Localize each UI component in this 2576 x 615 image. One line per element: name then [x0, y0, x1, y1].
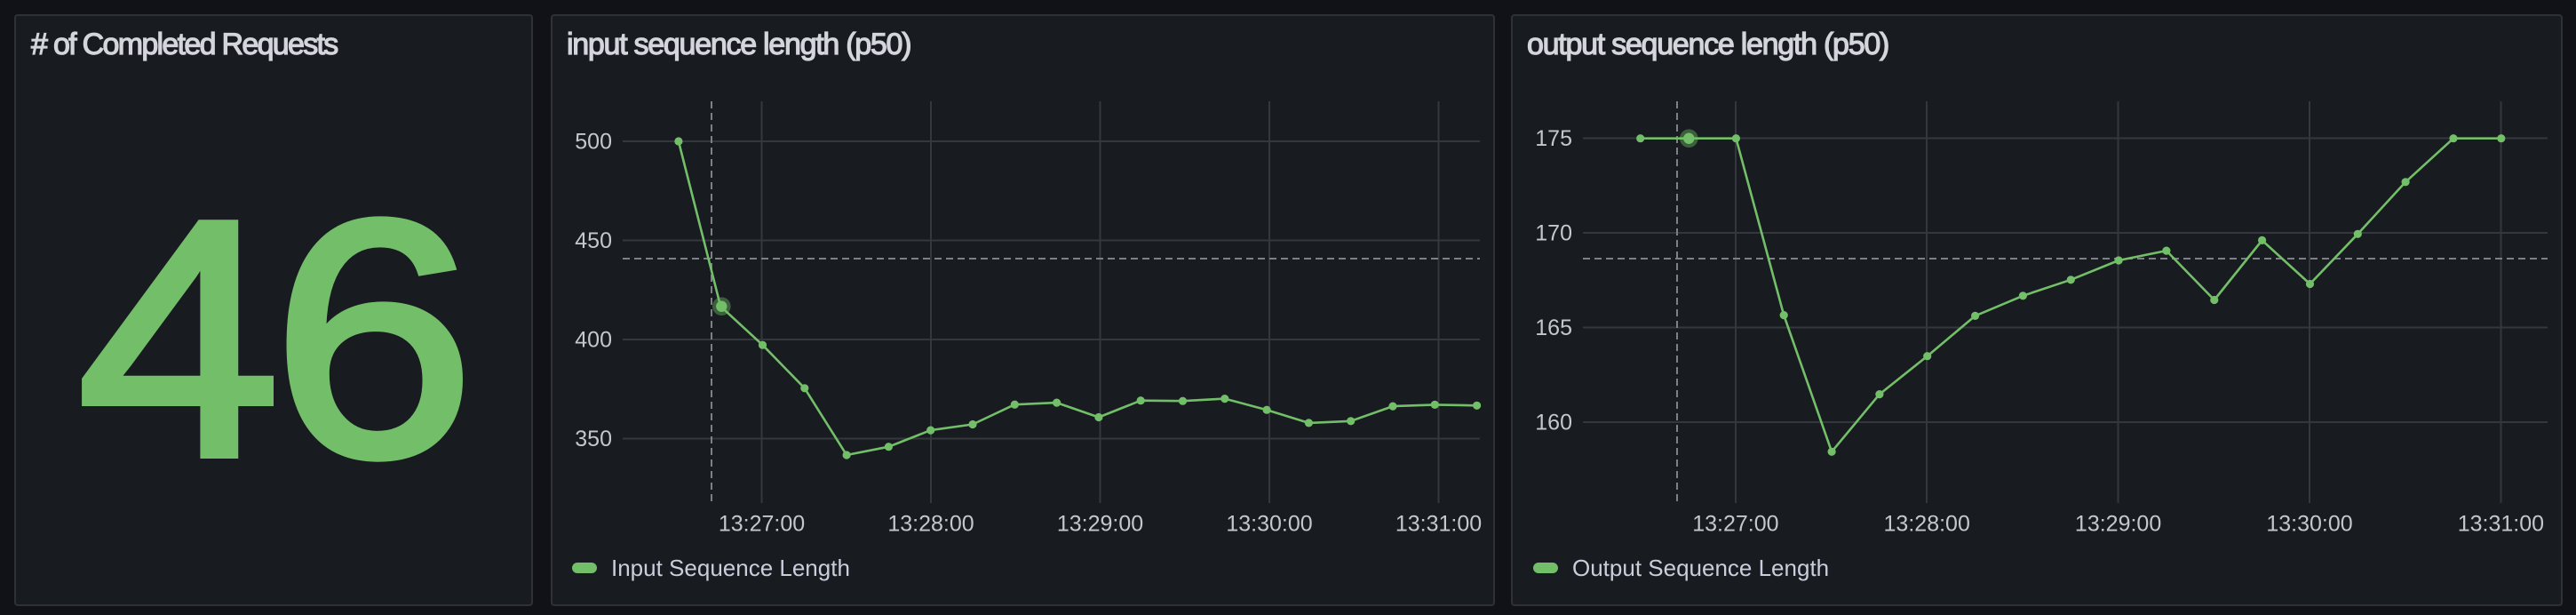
svg-text:450: 450 — [575, 228, 612, 253]
svg-text:13:29:00: 13:29:00 — [1057, 512, 1143, 537]
svg-text:13:28:00: 13:28:00 — [887, 512, 974, 537]
svg-text:170: 170 — [1535, 221, 1572, 246]
svg-text:13:27:00: 13:27:00 — [1692, 512, 1778, 537]
svg-text:13:31:00: 13:31:00 — [2458, 512, 2544, 537]
svg-text:400: 400 — [575, 328, 612, 353]
svg-text:500: 500 — [575, 130, 612, 155]
svg-text:13:28:00: 13:28:00 — [1884, 512, 1970, 537]
svg-text:175: 175 — [1535, 126, 1572, 151]
svg-text:160: 160 — [1535, 410, 1572, 435]
svg-text:13:29:00: 13:29:00 — [2075, 512, 2161, 537]
svg-text:13:30:00: 13:30:00 — [1226, 512, 1312, 537]
svg-text:13:30:00: 13:30:00 — [2266, 512, 2352, 537]
svg-text:13:27:00: 13:27:00 — [719, 512, 805, 537]
svg-text:13:31:00: 13:31:00 — [1395, 512, 1482, 537]
svg-text:165: 165 — [1535, 315, 1572, 340]
svg-text:350: 350 — [575, 427, 612, 451]
